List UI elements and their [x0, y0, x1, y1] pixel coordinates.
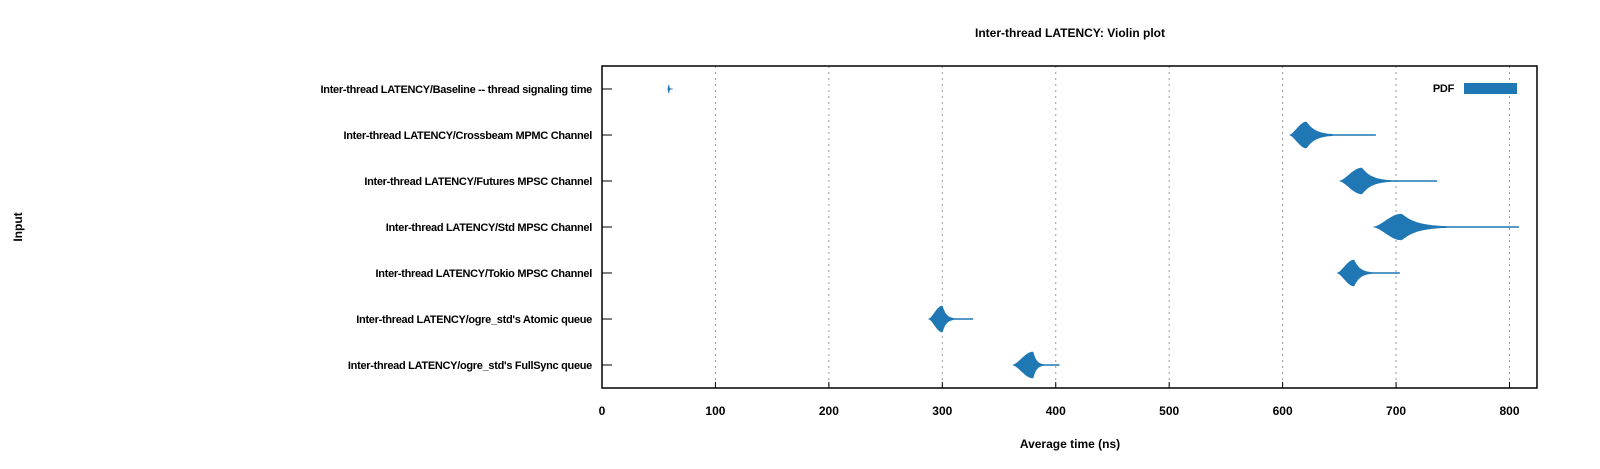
violin-shape: [1339, 167, 1438, 195]
violin-shape: [1373, 213, 1519, 241]
x-tick-label: 100: [705, 404, 725, 418]
violins: [667, 84, 1519, 379]
y-tick-label: Inter-thread LATENCY/Crossbeam MPMC Chan…: [344, 130, 593, 142]
x-tick-label: 0: [599, 404, 606, 418]
violin-shape: [1012, 351, 1060, 379]
legend: PDF: [1433, 83, 1517, 95]
violin-shape: [1289, 121, 1376, 149]
y-tick-labels: Inter-thread LATENCY/Baseline -- thread …: [321, 84, 612, 372]
legend-label-pdf: PDF: [1433, 83, 1455, 95]
x-axis-label: Average time (ns): [1020, 437, 1120, 451]
x-tick-label: 700: [1386, 404, 1406, 418]
x-tick-label: 200: [819, 404, 839, 418]
chart-title: Inter-thread LATENCY: Violin plot: [975, 26, 1165, 40]
x-tick-label: 500: [1159, 404, 1179, 418]
y-axis-label: Input: [11, 212, 25, 241]
y-tick-label: Inter-thread LATENCY/Baseline -- thread …: [321, 84, 593, 96]
x-tick-label: 300: [932, 404, 952, 418]
legend-swatch-pdf: [1464, 83, 1517, 94]
y-tick-label: Inter-thread LATENCY/Std MPSC Channel: [386, 222, 593, 234]
y-tick-label: Inter-thread LATENCY/ogre_std's Atomic q…: [356, 314, 592, 326]
y-tick-label: Inter-thread LATENCY/ogre_std's FullSync…: [348, 360, 592, 372]
x-tick-labels: 0 100 200 300 400 500 600 700 800: [599, 382, 1520, 418]
violin-shape: [927, 305, 974, 333]
y-tick-label: Inter-thread LATENCY/Tokio MPSC Channel: [376, 268, 593, 280]
violin-shape: [1337, 259, 1400, 287]
x-tick-label: 600: [1273, 404, 1293, 418]
x-tick-label: 400: [1046, 404, 1066, 418]
violin-shape: [667, 84, 673, 94]
y-tick-label: Inter-thread LATENCY/Futures MPSC Channe…: [364, 176, 592, 188]
x-tick-label: 800: [1499, 404, 1519, 418]
